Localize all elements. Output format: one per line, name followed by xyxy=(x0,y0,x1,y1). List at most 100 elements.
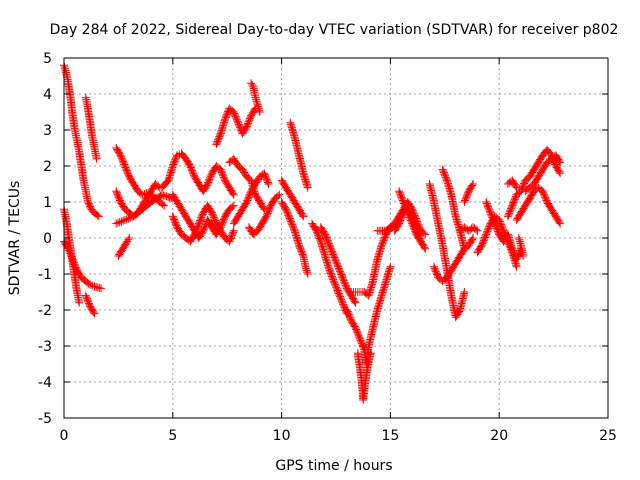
y-tick-label: -4 xyxy=(38,375,52,391)
data-point-arc-i xyxy=(115,218,124,227)
x-axis-label: GPS time / hours xyxy=(275,458,392,474)
data-point-arc-v xyxy=(350,297,359,306)
y-tick-label: 4 xyxy=(43,87,52,103)
data-point-arc-al xyxy=(556,219,565,228)
data-point-arc-ac xyxy=(416,237,425,246)
data-point-arc-j xyxy=(229,190,238,199)
x-tick-label: 0 xyxy=(60,428,69,444)
data-point-arc-v xyxy=(351,298,360,307)
data-point-arc-n xyxy=(254,104,263,113)
data-point-arc-c xyxy=(96,284,105,293)
data-point-arc-af xyxy=(468,235,477,244)
y-tick-label: -5 xyxy=(38,411,52,427)
data-point-arc-y xyxy=(366,349,375,358)
data-point-arc-t xyxy=(303,268,312,277)
y-tick-label: 0 xyxy=(43,231,52,247)
y-tick-label: -3 xyxy=(38,339,52,355)
data-point-arc-ad xyxy=(460,288,469,296)
data-point-arc-d xyxy=(89,308,98,317)
data-point-arc-i xyxy=(120,216,129,224)
data-point-arc-i xyxy=(113,218,122,227)
chart-title: Day 284 of 2022, Sidereal Day-to-day VTE… xyxy=(50,22,619,38)
data-point-arc-i xyxy=(124,214,133,223)
data-point-arc-n xyxy=(253,100,262,109)
data-point-arc-h xyxy=(122,239,131,248)
data-point-arc-ao xyxy=(511,182,520,191)
data-point-arc-f xyxy=(160,201,169,210)
data-point-arc-l xyxy=(229,226,238,235)
data-point-arc-an xyxy=(514,234,523,242)
y-tick-label: 1 xyxy=(43,195,52,211)
data-point-arc-af xyxy=(469,234,478,242)
data-point-arc-n xyxy=(255,106,264,115)
data-point-arc-aa xyxy=(421,230,430,239)
data-point-arc-a xyxy=(61,64,70,73)
y-tick-labels: -5 -4 -3 -2 -1 0 1 2 3 4 5 xyxy=(38,51,52,427)
data-point-arc-o xyxy=(259,203,268,212)
data-point-arc-ah xyxy=(468,181,477,190)
data-point-arc-ac xyxy=(415,236,424,245)
data-point-arc-ab xyxy=(421,244,430,253)
data-point-arc-a xyxy=(94,212,103,221)
data-point-arc-i xyxy=(119,216,128,225)
data-point-arc-t xyxy=(298,250,307,259)
data-point-arc-an xyxy=(516,239,525,248)
data-point-arc-p xyxy=(263,178,272,187)
y-tick-label: -1 xyxy=(38,267,52,283)
y-tick-label: 3 xyxy=(43,123,52,139)
x-tick-label: 20 xyxy=(490,428,508,444)
data-point-arc-l xyxy=(229,228,238,237)
data-point-arc-i xyxy=(112,219,121,228)
data-point-arc-an xyxy=(515,235,524,244)
data-point-arc-r xyxy=(299,212,308,221)
data-point-arc-c xyxy=(84,279,93,288)
data-point-arc-n xyxy=(252,95,261,104)
data-point-arc-j xyxy=(228,189,237,198)
data-point-arc-ai xyxy=(512,262,521,271)
y-tick-label: 5 xyxy=(43,51,52,67)
data-point-arc-a xyxy=(60,63,69,71)
data-point-arc-n xyxy=(248,81,257,89)
x-tick-label: 25 xyxy=(599,428,617,444)
data-point-arc-h xyxy=(125,234,134,242)
data-point-arc-b xyxy=(75,298,84,307)
data-point-arc-t xyxy=(302,266,311,275)
grid-lines xyxy=(64,58,608,418)
data-point-arc-am xyxy=(555,156,564,165)
data-point-arc-t xyxy=(301,262,310,271)
data-point-arc-an xyxy=(515,237,524,246)
data-point-arc-ag xyxy=(471,225,480,234)
data-point-arc-a xyxy=(93,211,102,220)
data-point-arc-al xyxy=(555,218,564,227)
data-point-arc-f xyxy=(158,200,167,209)
x-tick-labels: 0 5 10 15 20 25 xyxy=(60,428,617,444)
data-point-arc-i xyxy=(126,213,135,222)
data-point-arc-k xyxy=(228,202,237,211)
data-point-arc-am xyxy=(556,158,565,167)
y-tick-label: -2 xyxy=(38,303,52,319)
y-axis-label: SDTVAR / TECUs xyxy=(7,181,23,296)
y-tick-label: 2 xyxy=(43,159,52,175)
data-point-arc-ag xyxy=(473,226,482,235)
data-point-arc-h xyxy=(124,235,133,244)
data-point-arc-r xyxy=(298,210,307,219)
data-point-arc-e xyxy=(92,154,101,163)
data-point-arc-an xyxy=(519,252,528,260)
data-point-arc-d xyxy=(90,309,99,318)
data-point-arc-i xyxy=(117,217,126,226)
data-point-arc-t xyxy=(302,264,311,273)
data-point-arc-n xyxy=(253,99,262,107)
data-point-arc-aa xyxy=(419,229,428,238)
data-point-arc-n xyxy=(251,93,260,102)
data-point-arc-q xyxy=(275,190,284,199)
data-point-arc-o xyxy=(260,205,269,214)
data-point-arc-ah xyxy=(469,180,478,188)
x-tick-label: 15 xyxy=(381,428,399,444)
data-point-arc-ak xyxy=(556,169,565,178)
x-tick-label: 5 xyxy=(168,428,177,444)
data-point-arc-ak xyxy=(555,167,564,176)
data-point-arc-n xyxy=(252,97,261,106)
data-point-arc-p xyxy=(264,180,273,188)
data-point-arc-q xyxy=(273,192,282,200)
